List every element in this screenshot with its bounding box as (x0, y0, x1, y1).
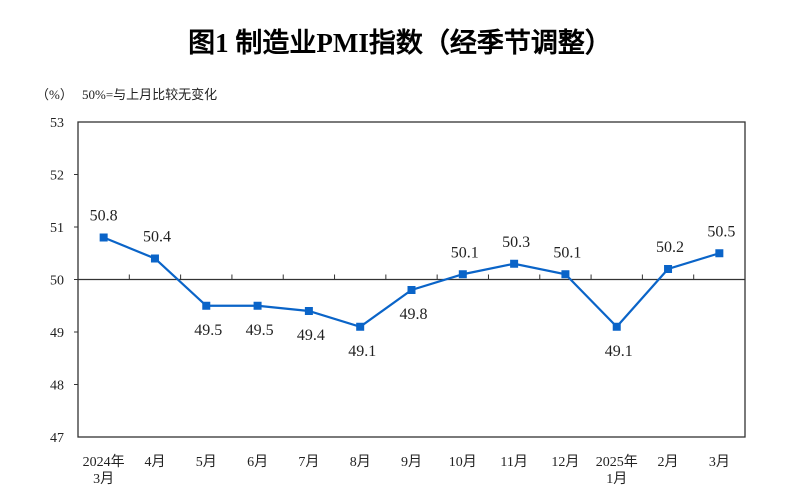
chart-note: 50%=与上月比较无变化 (82, 87, 217, 102)
x-tick-label: 2024年 3月 (83, 454, 125, 487)
x-tick-label: 4月 (144, 454, 165, 470)
data-label: 49.4 (297, 327, 325, 344)
data-point (304, 307, 313, 315)
y-axis-unit: （%） (36, 87, 73, 102)
x-tick-label: 12月 (551, 454, 579, 470)
data-label: 49.1 (348, 343, 376, 360)
y-tick-label: 48 (50, 379, 64, 394)
x-tick-label: 3月 (709, 454, 730, 470)
data-label: 49.8 (400, 306, 428, 323)
data-point (561, 270, 570, 279)
x-tick-label: 8月 (350, 454, 371, 470)
data-label: 49.5 (246, 322, 274, 339)
x-tick-label: 7月 (298, 454, 319, 470)
data-label: 49.1 (605, 343, 633, 360)
data-point (510, 259, 519, 268)
data-label: 50.1 (553, 244, 581, 261)
data-label: 49.5 (194, 322, 222, 339)
x-tick-label: 2月 (658, 454, 679, 470)
y-tick-label: 47 (50, 431, 64, 446)
y-tick-label: 49 (50, 326, 64, 341)
data-label: 50.3 (502, 234, 530, 251)
data-point (407, 286, 416, 294)
y-tick-label: 50 (50, 274, 64, 289)
data-label: 50.2 (656, 239, 684, 256)
data-point (150, 254, 159, 263)
data-point (202, 301, 211, 310)
data-label: 50.5 (707, 223, 735, 240)
x-tick-label: 2025年 1月 (596, 454, 638, 487)
x-tick-label: 10月 (449, 454, 477, 470)
data-point (253, 301, 262, 310)
data-label: 50.8 (90, 208, 118, 225)
data-point (356, 322, 365, 331)
x-tick-label: 9月 (401, 454, 422, 470)
y-tick-label: 53 (50, 116, 64, 131)
chart-title: 图1 制造业PMI指数（经季节调整） (188, 27, 612, 58)
data-label: 50.1 (451, 244, 479, 261)
x-tick-label: 5月 (196, 454, 217, 470)
y-tick-label: 51 (50, 221, 64, 236)
data-point (612, 322, 621, 331)
x-tick-label: 11月 (500, 454, 527, 470)
data-point (715, 249, 724, 258)
data-point (458, 270, 467, 279)
x-tick-label: 6月 (247, 454, 268, 470)
data-point (664, 265, 673, 273)
data-point (99, 233, 108, 242)
data-label: 50.4 (143, 229, 171, 246)
y-tick-label: 52 (50, 169, 64, 184)
